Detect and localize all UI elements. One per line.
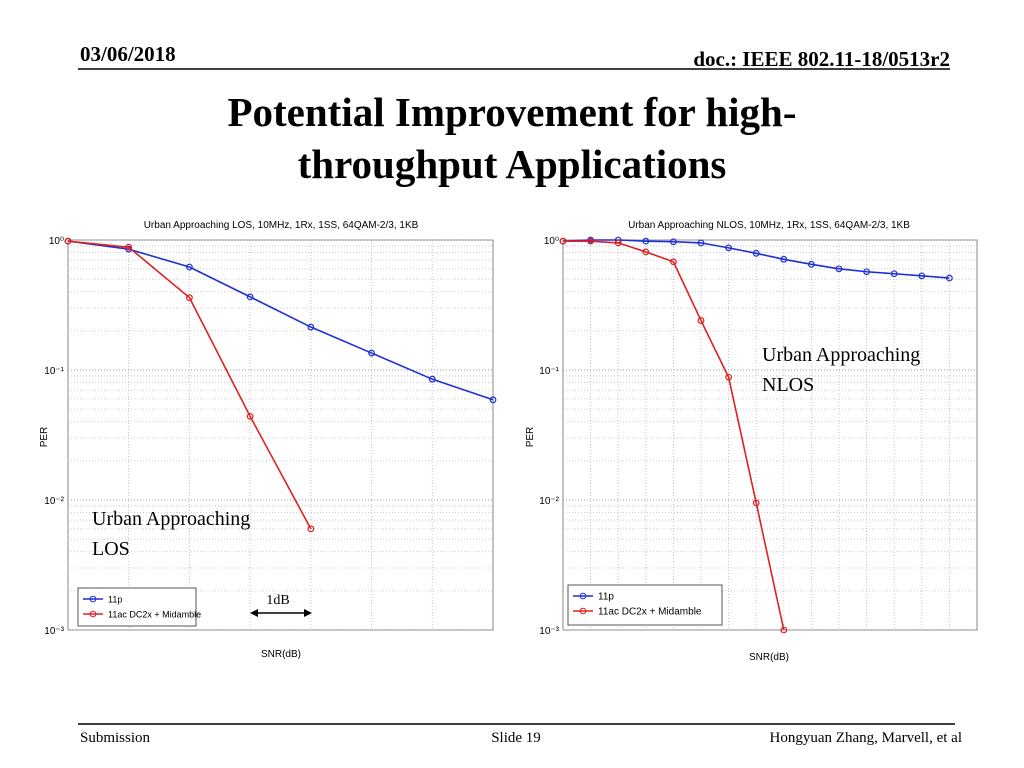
series-marker — [642, 237, 650, 245]
series-marker — [752, 499, 760, 507]
series-marker — [918, 272, 926, 280]
annotation: NLOS — [762, 374, 814, 396]
y-axis-label: PER — [39, 427, 50, 448]
annotation: LOS — [92, 538, 130, 560]
annotation: Urban Approaching — [762, 344, 920, 366]
series-marker — [946, 274, 953, 282]
series-line — [67, 240, 494, 401]
footer-center: Slide 19 — [491, 730, 541, 746]
series-marker — [428, 375, 436, 383]
series-line — [562, 239, 950, 279]
footer-left: Submission — [80, 730, 151, 746]
series-marker — [835, 265, 843, 273]
series-line — [67, 240, 312, 530]
series-marker — [587, 237, 594, 245]
series-marker — [307, 525, 315, 533]
x-axis-label: SNR(dB) — [749, 652, 789, 663]
y-tick-label: 10⁻¹ — [44, 366, 64, 377]
series-marker — [64, 237, 72, 245]
legend-marker — [579, 607, 587, 615]
series-marker — [642, 248, 650, 256]
y-tick-label: 10⁻² — [539, 496, 559, 507]
plot-area — [562, 239, 978, 631]
legend-label: 11p — [108, 595, 122, 605]
series-marker — [307, 323, 315, 331]
series-marker — [125, 243, 133, 251]
header-date: 03/06/2018 — [80, 42, 176, 66]
series-marker — [863, 268, 870, 276]
series-marker — [725, 373, 732, 381]
series-marker — [614, 239, 622, 247]
legend-box — [567, 584, 723, 626]
slide-title: throughput Applications — [298, 141, 727, 187]
legend-label: 11ac DC2x + Midamble — [598, 607, 702, 618]
series-marker — [697, 239, 705, 247]
series-marker — [670, 258, 677, 266]
slide-title: Potential Improvement for high- — [227, 89, 796, 135]
x-axis-label: SNR(dB) — [261, 649, 301, 660]
y-tick-label: 10⁻³ — [44, 626, 64, 637]
plot-area — [67, 239, 494, 631]
y-tick-label: 10⁰ — [544, 236, 559, 247]
series-marker — [368, 349, 375, 357]
annotation: 1dB — [266, 593, 289, 608]
legend-marker — [89, 610, 97, 618]
series-marker — [489, 396, 497, 404]
y-tick-label: 10⁻¹ — [539, 366, 559, 377]
y-tick-label: 10⁻³ — [539, 626, 559, 637]
legend-label: 11p — [598, 592, 614, 603]
header-doc: doc.: IEEE 802.11-18/0513r2 — [693, 47, 950, 71]
chart-title: Urban Approaching NLOS, 10MHz, 1Rx, 1SS,… — [628, 220, 910, 231]
y-axis-label: PER — [525, 427, 536, 448]
legend-marker — [89, 595, 97, 603]
y-tick-label: 10⁰ — [49, 236, 64, 247]
annotation: Urban Approaching — [92, 508, 250, 530]
legend-marker — [579, 592, 587, 600]
series-marker — [808, 260, 815, 268]
legend-label: 11ac DC2x + Midamble — [108, 610, 201, 620]
chart-title: Urban Approaching LOS, 10MHz, 1Rx, 1SS, … — [144, 220, 419, 231]
series-marker — [725, 244, 732, 252]
series-marker — [752, 249, 760, 257]
series-line — [563, 240, 785, 631]
series-marker — [186, 294, 193, 302]
series-marker — [697, 317, 705, 324]
series-marker — [780, 626, 788, 634]
series-marker — [890, 270, 898, 278]
series-marker — [246, 293, 254, 301]
legend-box — [77, 587, 197, 627]
y-tick-label: 10⁻² — [44, 496, 64, 507]
series-marker — [559, 237, 567, 245]
series-marker — [780, 255, 788, 263]
series-marker — [246, 412, 254, 420]
series-marker — [670, 238, 677, 246]
footer-right: Hongyuan Zhang, Marvell, et al — [770, 730, 962, 746]
series-marker — [186, 263, 193, 271]
